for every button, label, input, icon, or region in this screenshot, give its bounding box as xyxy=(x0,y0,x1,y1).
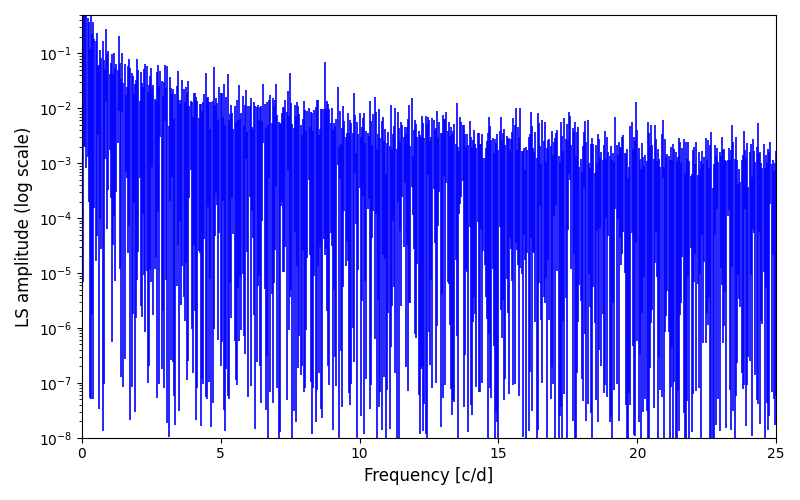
X-axis label: Frequency [c/d]: Frequency [c/d] xyxy=(364,467,494,485)
Y-axis label: LS amplitude (log scale): LS amplitude (log scale) xyxy=(15,126,33,326)
